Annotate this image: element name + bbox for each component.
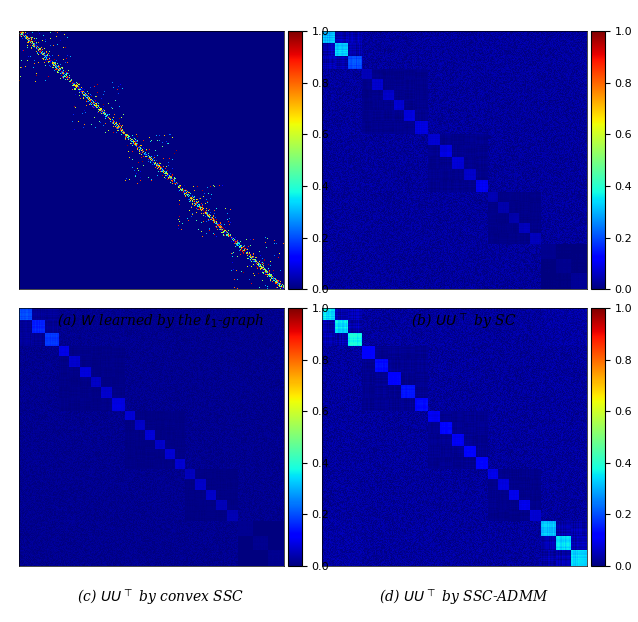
Text: (a) $W$ learned by the $\ell_1$-graph: (a) $W$ learned by the $\ell_1$-graph	[57, 311, 264, 330]
Text: (c) $UU^\top$ by convex SSC: (c) $UU^\top$ by convex SSC	[77, 588, 244, 608]
Text: (b) $UU^\top$ by SC: (b) $UU^\top$ by SC	[411, 311, 516, 331]
Text: (d) $UU^\top$ by SSC-ADMM: (d) $UU^\top$ by SSC-ADMM	[378, 588, 549, 608]
